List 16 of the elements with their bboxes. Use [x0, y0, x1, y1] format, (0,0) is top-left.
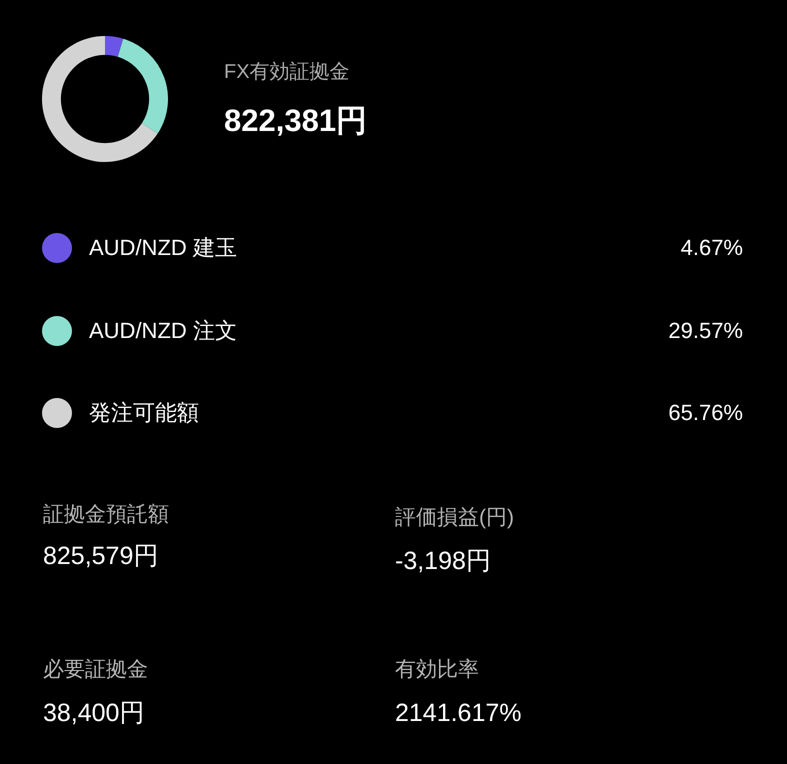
data-label: 29.57% — [668, 316, 743, 344]
text: 必要証拠金 — [43, 657, 148, 683]
text: 2141.617% — [395, 698, 522, 728]
text: FX有効証拠金 — [224, 60, 350, 85]
legend-label: AUD/NZD 建玉 — [89, 234, 237, 262]
text: 評価損益(円) — [395, 505, 514, 531]
text: 38,400円 — [43, 698, 144, 728]
text: 有効比率 — [395, 657, 479, 683]
text: -3,198円 — [395, 546, 491, 576]
legend-label: AUD/NZD 注文 — [89, 316, 237, 344]
text: 822,381円 — [224, 102, 368, 140]
data-label: 4.67% — [680, 234, 743, 262]
legend-label: 発注可能額 — [89, 399, 199, 427]
text: 825,579円 — [43, 541, 158, 571]
data-label: 65.76% — [668, 399, 743, 427]
text: 証拠金預託額 — [43, 502, 169, 528]
